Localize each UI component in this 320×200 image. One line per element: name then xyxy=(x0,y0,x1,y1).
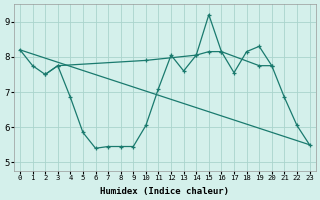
X-axis label: Humidex (Indice chaleur): Humidex (Indice chaleur) xyxy=(100,187,229,196)
